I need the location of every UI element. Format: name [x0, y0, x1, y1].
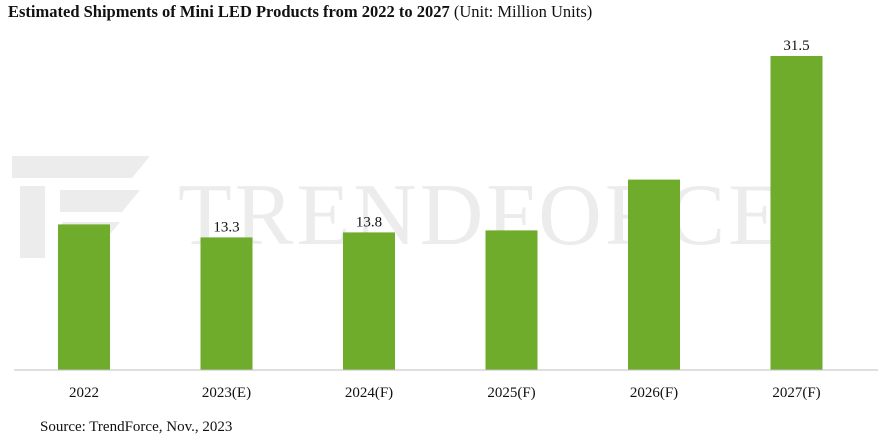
bar-1: [200, 237, 253, 370]
x-tick-label-0: 2022: [69, 385, 99, 401]
chart-title: Estimated Shipments of Mini LED Products…: [8, 2, 592, 22]
trendforce-watermark: TRENDFORCE: [12, 156, 785, 264]
bar-2: [343, 232, 395, 370]
x-tick-label-2: 2024(F): [345, 385, 393, 401]
source-note: Source: TrendForce, Nov., 2023: [40, 419, 233, 435]
bar-3: [485, 230, 538, 370]
x-tick-label-5: 2027(F): [772, 385, 820, 401]
data-labels: 13.3 13.8 31.5: [213, 38, 809, 235]
x-tick-label-3: 2025(F): [487, 385, 535, 401]
chart-title-main: Estimated Shipments of Mini LED Products…: [8, 2, 450, 21]
watermark-text: TRENDFORCE: [178, 167, 785, 264]
bar-4: [628, 179, 680, 370]
chart-title-unit: (Unit: Million Units): [453, 2, 593, 21]
data-label-1: 13.3: [213, 219, 239, 235]
bar-5: [770, 56, 823, 370]
x-axis-tick-labels: 2022 2023(E) 2024(F) 2025(F) 2026(F) 2027(F): [69, 385, 821, 401]
x-tick-label-1: 2023(E): [202, 385, 251, 401]
bars: [58, 56, 823, 370]
x-tick-label-4: 2026(F): [630, 385, 678, 401]
data-label-5: 31.5: [783, 38, 809, 54]
data-label-2: 13.8: [356, 214, 382, 230]
bar-0: [58, 224, 110, 370]
